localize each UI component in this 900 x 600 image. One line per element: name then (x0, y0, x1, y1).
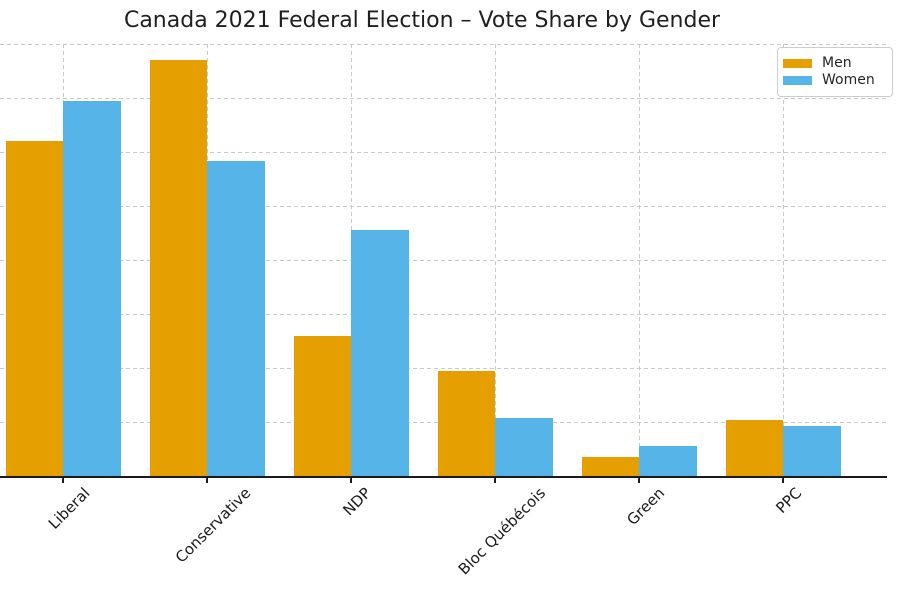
bar-bloc-qu-b-cois-men (437, 371, 495, 476)
men-color-swatch (783, 59, 812, 68)
x-tick-label-ppc: PPC (772, 484, 806, 517)
bar-green-women (639, 445, 697, 476)
x-tick-conservative (206, 478, 208, 483)
bar-conservative-men (149, 60, 207, 476)
x-tick-label-ndp: NDP (339, 484, 375, 520)
x-tick-label-bloc-qu-b-cois: Bloc Québécois (454, 484, 549, 579)
h-gridline-35 (0, 98, 886, 99)
women-color-swatch (783, 76, 812, 85)
x-tick-green (638, 478, 640, 483)
chart-title: Canada 2021 Federal Election – Vote Shar… (123, 8, 721, 33)
bar-ndp-men (293, 335, 351, 476)
legend-label-women: Women (822, 72, 875, 88)
x-tick-label-green: Green (623, 484, 669, 529)
legend-row-men: Men (783, 55, 883, 72)
h-gridline-25 (0, 206, 886, 207)
x-tick-liberal (62, 478, 64, 483)
v-gridline-green (639, 44, 640, 476)
v-gridline-bloc-qu-b-cois (495, 44, 496, 476)
legend: Men Women (777, 47, 893, 97)
plot-area (0, 44, 886, 476)
legend-label-men: Men (822, 55, 852, 71)
bar-green-men (581, 456, 639, 476)
h-gridline-20 (0, 260, 886, 261)
v-gridline-ppc (783, 44, 784, 476)
bar-bloc-qu-b-cois-women (495, 417, 553, 476)
bar-liberal-women (63, 101, 121, 476)
legend-row-women: Women (783, 72, 883, 89)
h-gridline-30 (0, 152, 886, 153)
bar-ppc-men (725, 419, 783, 476)
x-axis-line (0, 476, 887, 478)
x-tick-bloc-qu-b-cois (494, 478, 496, 483)
x-tick-ndp (350, 478, 352, 483)
bar-ppc-women (783, 426, 841, 476)
x-tick-ppc (782, 478, 784, 483)
x-tick-label-liberal: Liberal (44, 484, 94, 533)
bar-liberal-men (5, 141, 63, 476)
x-tick-label-conservative: Conservative (171, 484, 255, 567)
h-gridline-40 (0, 44, 886, 45)
h-gridline-10 (0, 368, 886, 369)
bar-conservative-women (207, 160, 265, 476)
h-gridline-15 (0, 314, 886, 315)
bar-ndp-women (351, 229, 409, 476)
